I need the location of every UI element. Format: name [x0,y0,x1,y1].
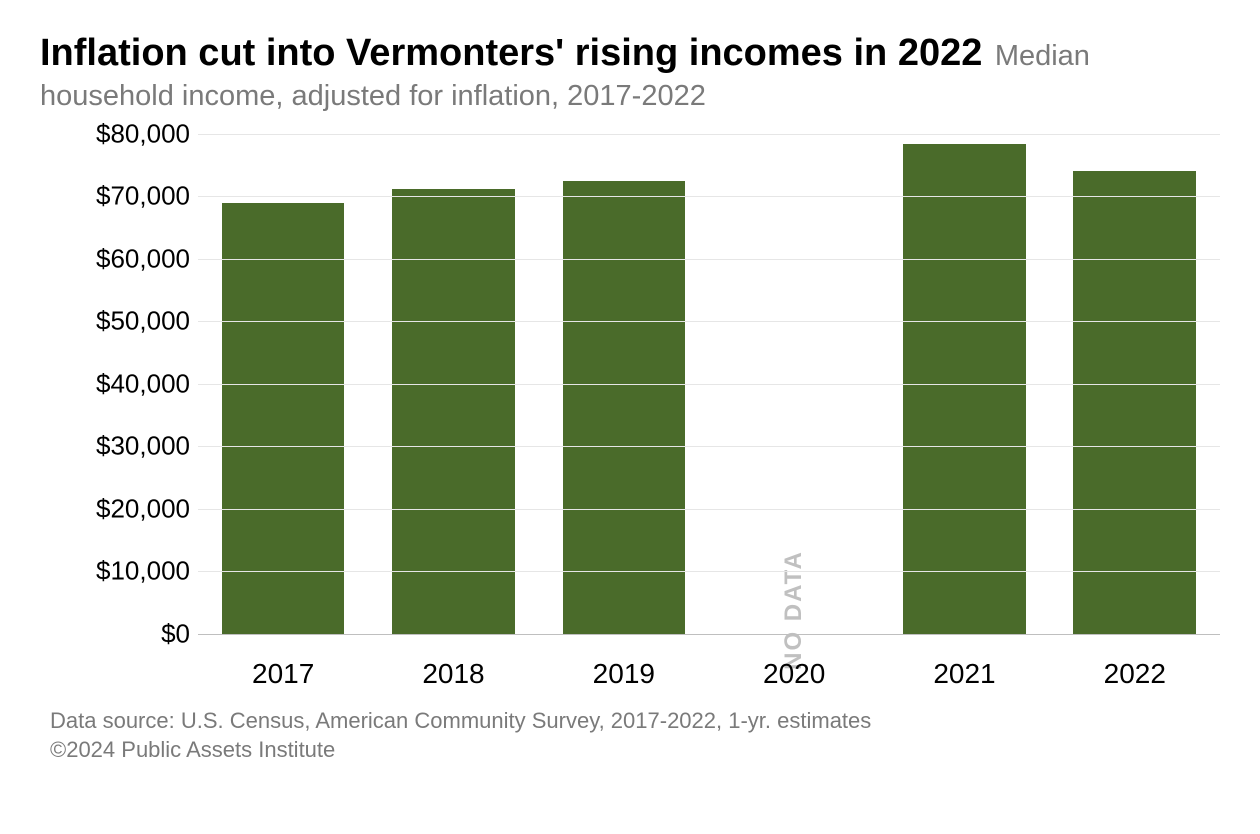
x-axis-label: 2019 [539,644,709,694]
gridline [198,259,1220,260]
x-axis-label: 2017 [198,644,368,694]
gridline [198,571,1220,572]
chart-footer: Data source: U.S. Census, American Commu… [50,706,1220,765]
x-axis-label: 2018 [368,644,538,694]
y-axis-label: $10,000 [96,556,190,587]
gridline [198,134,1220,135]
y-axis-label: $50,000 [96,306,190,337]
gridline [198,509,1220,510]
y-axis-label: $80,000 [96,118,190,149]
bar [392,189,515,634]
footer-source: Data source: U.S. Census, American Commu… [50,706,1220,736]
y-axis-label: $70,000 [96,181,190,212]
bar [563,181,686,634]
x-axis-label: 2020 [709,644,879,694]
y-axis-label: $30,000 [96,431,190,462]
chart-container: Inflation cut into Vermonters' rising in… [0,0,1260,785]
footer-copyright: ©2024 Public Assets Institute [50,735,1220,765]
bar [903,144,1026,633]
plot-area: NO DATA [198,134,1220,634]
title-block: Inflation cut into Vermonters' rising in… [40,30,1220,114]
gridline [198,321,1220,322]
y-axis-label: $0 [161,618,190,649]
gridline [198,384,1220,385]
y-axis-label: $40,000 [96,368,190,399]
y-axis-label: $60,000 [96,243,190,274]
chart-area: $0 $10,000 $20,000 $30,000 $40,000 $50,000 $60… [50,134,1220,694]
x-axis-label: 2021 [879,644,1049,694]
gridline [198,446,1220,447]
gridline [198,196,1220,197]
x-axis: 201720182019202020212022 [198,644,1220,694]
bar [1073,171,1196,634]
gridline [198,634,1220,635]
chart-title: Inflation cut into Vermonters' rising in… [40,32,982,74]
bar [222,203,345,634]
y-axis: $0$10,000$20,000$30,000$40,000$50,000$60… [50,134,190,634]
y-axis-label: $20,000 [96,493,190,524]
x-axis-label: 2022 [1050,644,1220,694]
